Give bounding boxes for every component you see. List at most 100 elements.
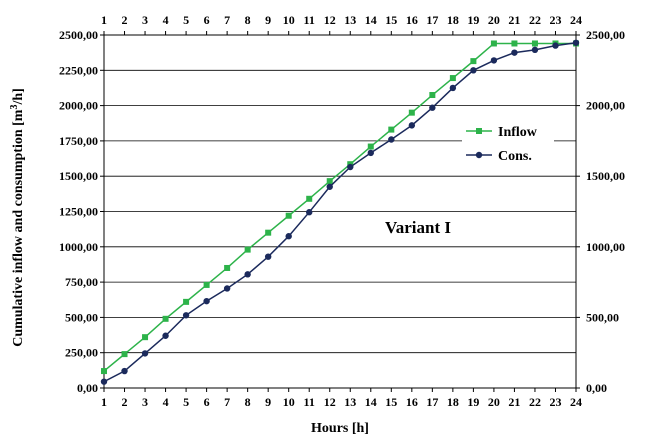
x-tick-label-top: 13 xyxy=(344,13,356,27)
data-point-inflow xyxy=(326,178,333,185)
x-tick-label-top: 3 xyxy=(142,13,148,27)
data-point-inflow xyxy=(531,40,538,47)
x-tick-label-bottom: 10 xyxy=(283,395,295,409)
y-tick-label-left: 1000,00 xyxy=(59,240,98,254)
data-point-cons xyxy=(490,57,498,64)
data-point-cons xyxy=(347,163,354,171)
chart-annotation: Variant I xyxy=(385,218,451,237)
legend-label: Cons. xyxy=(498,149,532,164)
data-point-cons xyxy=(285,233,292,240)
data-point-cons xyxy=(552,42,559,49)
series-line-inflow xyxy=(103,42,576,372)
data-point-cons xyxy=(182,312,190,319)
y-tick-label-left: 1500,00 xyxy=(59,169,98,183)
x-tick-label-bottom: 15 xyxy=(385,395,397,409)
x-tick-label-bottom: 21 xyxy=(508,395,520,409)
data-point-inflow xyxy=(408,109,415,116)
x-tick-label-bottom: 5 xyxy=(183,395,189,409)
data-point-cons xyxy=(367,149,374,157)
data-point-inflow xyxy=(449,75,456,82)
y-tick-label-right: 0,00 xyxy=(586,381,607,395)
x-axis-title: Hours [h] xyxy=(311,421,369,436)
data-point-cons xyxy=(470,67,477,74)
data-point-inflow xyxy=(224,264,231,271)
x-tick-label-bottom: 3 xyxy=(142,395,148,409)
data-point-inflow xyxy=(490,40,497,47)
data-point-inflow xyxy=(162,315,169,322)
y-tick-label-left: 1750,00 xyxy=(59,134,98,148)
data-point-cons xyxy=(388,136,395,143)
y-tick-label-left: 2250,00 xyxy=(59,63,98,77)
x-tick-label-top: 21 xyxy=(508,13,520,27)
legend-box xyxy=(462,118,554,168)
x-tick-label-bottom: 16 xyxy=(406,395,418,409)
x-tick-label-bottom: 1 xyxy=(101,395,107,409)
y-tick-label-right: 500,00 xyxy=(586,310,619,324)
x-tick-label-top: 24 xyxy=(570,13,582,27)
legend-marker xyxy=(475,151,483,159)
data-point-inflow xyxy=(101,368,107,375)
x-tick-label-bottom: 9 xyxy=(265,395,271,409)
x-tick-label-bottom: 11 xyxy=(304,395,315,409)
y-tick-label-left: 1250,00 xyxy=(59,205,98,219)
y-tick-label-left: 250,00 xyxy=(65,346,98,360)
data-point-inflow xyxy=(367,143,374,150)
x-tick-label-top: 8 xyxy=(245,13,251,27)
x-tick-label-bottom: 2 xyxy=(122,395,128,409)
x-tick-label-top: 23 xyxy=(549,13,561,27)
data-point-cons xyxy=(408,122,416,129)
data-point-cons xyxy=(100,378,108,385)
data-point-cons xyxy=(141,350,149,357)
data-point-cons xyxy=(223,285,231,292)
data-point-inflow xyxy=(244,246,251,253)
y-tick-label-right: 1000,00 xyxy=(586,240,625,254)
data-point-inflow xyxy=(265,229,272,236)
y-axis-title: Cumulative inflow and consumption [m3/h] xyxy=(9,88,27,347)
x-tick-label-bottom: 24 xyxy=(570,395,582,409)
x-tick-label-top: 14 xyxy=(365,13,377,27)
x-tick-label-bottom: 14 xyxy=(365,395,377,409)
x-tick-label-bottom: 17 xyxy=(426,395,438,409)
y-tick-label-left: 2500,00 xyxy=(59,28,98,42)
data-point-inflow xyxy=(511,40,518,47)
x-tick-label-top: 7 xyxy=(224,13,230,27)
data-point-cons xyxy=(306,209,313,216)
x-tick-label-top: 15 xyxy=(385,13,397,27)
x-tick-label-bottom: 19 xyxy=(467,395,479,409)
axis-ticks: 0,00250,00500,00750,001000,001250,001500… xyxy=(59,13,625,409)
data-point-inflow xyxy=(142,334,149,341)
x-tick-label-top: 1 xyxy=(101,13,107,27)
y-tick-label-left: 2000,00 xyxy=(59,99,98,113)
x-tick-label-top: 6 xyxy=(204,13,210,27)
data-point-inflow xyxy=(183,298,190,305)
data-point-inflow xyxy=(306,195,313,202)
y-tick-label-right: 2500,00 xyxy=(586,28,625,42)
series-layer xyxy=(100,39,580,385)
data-point-cons xyxy=(326,183,333,190)
legend-marker xyxy=(476,128,482,134)
x-tick-label-top: 2 xyxy=(122,13,128,27)
data-point-inflow xyxy=(285,212,292,219)
x-tick-label-bottom: 22 xyxy=(529,395,541,409)
x-tick-label-bottom: 8 xyxy=(245,395,251,409)
data-point-cons xyxy=(572,39,580,46)
y-tick-label-left: 500,00 xyxy=(65,310,98,324)
x-tick-label-bottom: 7 xyxy=(224,395,230,409)
x-tick-label-top: 12 xyxy=(324,13,336,27)
data-point-cons xyxy=(511,49,518,56)
legend-label: Inflow xyxy=(498,125,538,140)
x-tick-label-top: 11 xyxy=(304,13,315,27)
data-point-inflow xyxy=(388,126,395,133)
data-point-cons xyxy=(203,297,210,305)
data-point-cons xyxy=(264,253,272,260)
x-tick-label-top: 10 xyxy=(283,13,295,27)
x-tick-label-bottom: 23 xyxy=(549,395,561,409)
series-line-cons xyxy=(103,42,577,383)
data-point-cons xyxy=(449,84,457,92)
x-tick-label-bottom: 20 xyxy=(488,395,500,409)
y-tick-label-right: 1500,00 xyxy=(586,169,625,183)
data-point-cons xyxy=(121,367,128,375)
data-point-inflow xyxy=(470,58,477,65)
x-tick-label-top: 19 xyxy=(467,13,479,27)
